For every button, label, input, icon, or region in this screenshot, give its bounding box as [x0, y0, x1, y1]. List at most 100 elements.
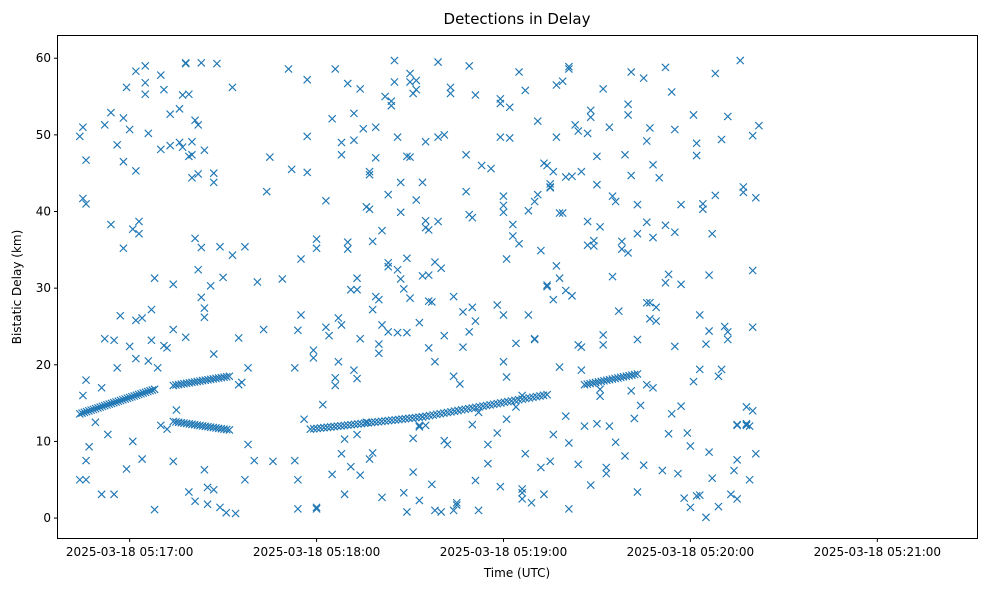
detection-point — [396, 178, 405, 187]
detection-point — [751, 449, 760, 458]
detection-point — [321, 323, 330, 332]
detection-point — [564, 438, 573, 447]
detection-point — [313, 424, 322, 433]
detection-point — [717, 365, 726, 374]
detection-point — [93, 403, 102, 412]
chart-title: Detections in Delay — [444, 10, 591, 28]
detection-point — [586, 481, 595, 490]
detection-point — [228, 251, 237, 260]
detection-point — [374, 349, 383, 358]
detection-point — [262, 187, 271, 196]
detection-point — [543, 282, 552, 291]
detection-point — [187, 173, 196, 182]
detection-point — [148, 386, 157, 395]
detection-point — [303, 168, 312, 177]
detection-point — [748, 131, 757, 140]
detection-point — [692, 491, 701, 500]
detection-point — [549, 167, 558, 176]
detection-point — [483, 440, 492, 449]
detection-point — [474, 506, 483, 515]
detection-point — [515, 239, 524, 248]
detection-point — [701, 340, 710, 349]
detection-point — [393, 133, 402, 142]
detection-point — [384, 262, 393, 271]
detection-point — [624, 100, 633, 109]
detection-point — [350, 420, 359, 429]
detection-point — [499, 192, 508, 201]
detection-point — [421, 137, 430, 146]
detection-point — [343, 238, 352, 247]
detection-point — [733, 494, 742, 503]
detection-point — [499, 310, 508, 319]
detection-point — [141, 61, 150, 70]
detection-point — [114, 397, 123, 406]
x-tick-label: 2025-03-18 05:19:00 — [440, 545, 567, 559]
detection-point — [670, 125, 679, 134]
detection-point — [527, 498, 536, 507]
detection-point — [166, 110, 175, 119]
detection-point — [244, 363, 253, 372]
detection-point — [374, 340, 383, 349]
detection-point — [421, 216, 430, 225]
detection-point — [244, 440, 253, 449]
detection-point — [411, 413, 420, 422]
detection-point — [253, 278, 262, 287]
detection-point — [677, 280, 686, 289]
detection-point — [125, 393, 134, 402]
detection-point — [391, 415, 400, 424]
detection-point — [745, 422, 754, 431]
detection-point — [82, 376, 91, 385]
detection-point — [558, 77, 567, 86]
detection-point — [349, 136, 358, 145]
detection-point — [293, 504, 302, 513]
detection-point — [406, 153, 415, 162]
detection-point — [592, 419, 601, 428]
detection-point — [458, 307, 467, 316]
detection-point — [119, 113, 128, 123]
detection-point — [602, 463, 611, 472]
detection-point — [166, 141, 175, 150]
detection-point — [371, 153, 380, 162]
detection-point — [78, 194, 87, 203]
detection-point — [483, 459, 492, 468]
detection-point — [132, 391, 141, 400]
detection-point — [139, 389, 148, 398]
detection-point — [222, 425, 231, 434]
detection-point — [181, 333, 190, 342]
detection-point — [128, 437, 137, 446]
detection-point — [440, 331, 449, 340]
detection-point — [368, 448, 377, 457]
detection-point — [121, 394, 130, 403]
detection-point — [499, 201, 508, 210]
detection-point — [714, 502, 723, 511]
detection-point — [402, 507, 411, 516]
detection-point — [505, 133, 514, 142]
detection-point — [89, 405, 98, 414]
detection-point — [406, 294, 415, 303]
detection-point — [468, 303, 477, 312]
detection-point — [82, 407, 91, 416]
detection-point — [78, 391, 87, 400]
detection-point — [353, 374, 362, 383]
detection-point — [571, 120, 580, 129]
detection-point — [116, 396, 125, 405]
detection-point — [309, 353, 318, 362]
detection-point — [109, 398, 118, 407]
detection-point — [692, 139, 701, 148]
x-axis-label: Time (UTC) — [483, 566, 550, 580]
detection-point — [321, 196, 330, 205]
detection-point — [181, 59, 190, 68]
detection-point — [564, 64, 573, 73]
detection-point — [136, 389, 145, 398]
detection-point — [374, 417, 383, 426]
detection-point — [605, 422, 614, 431]
detection-point — [325, 331, 334, 340]
detection-point — [191, 116, 200, 125]
detection-point — [328, 470, 337, 479]
detection-point — [296, 255, 305, 264]
detection-point — [290, 456, 299, 465]
detection-point — [661, 63, 670, 72]
detection-point — [78, 123, 87, 132]
detection-point — [677, 200, 686, 209]
